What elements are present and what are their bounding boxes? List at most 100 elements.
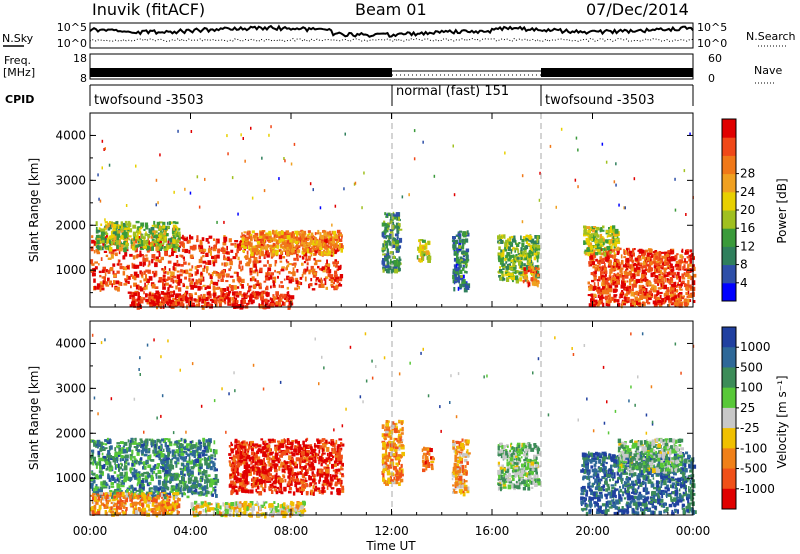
power-echo-cell [398,267,401,272]
power-echo-cell [203,299,206,304]
power-echo-cell [176,260,179,263]
power-echo-cell [611,280,614,286]
power-echo-cell [259,245,263,249]
velocity-echo-cell [135,447,139,451]
power-echo-cell [118,250,121,255]
velocity-echo-cell [176,457,180,462]
velocity-echo-cell [130,477,133,481]
velocity-echo-cell [169,450,172,454]
power-echo-cell [602,302,605,307]
power-echo-cell [254,236,258,241]
velocity-echo-cell [134,460,137,463]
power-echo-cell [143,291,145,295]
power-echo-cell [677,268,682,271]
power-echo-cell [172,233,175,237]
velocity-echo-cell [147,473,151,478]
power-echo-cell [521,266,525,271]
velocity-echo-cell [96,461,100,466]
power-echo-cell [140,271,143,277]
power-echo-cell [259,260,262,263]
velocity-echo-cell [196,463,199,466]
velocity-echo-cell [204,474,208,479]
power-echo-cell [383,235,386,239]
power-echo-cell [248,234,251,239]
power-echo-cell [238,276,241,279]
power-echo-cell [672,293,676,297]
velocity-echo-cell [199,459,202,465]
power-echo-cell [323,251,327,254]
power-echo-cell [135,264,140,269]
power-echo-cell [452,279,455,284]
power-echo-cell [183,292,186,296]
power-echo-cell [249,277,253,282]
power-echo-cell [459,264,462,268]
power-echo-cell [189,234,191,240]
power-echo-cell [618,247,622,251]
power-echo-cell [391,241,395,246]
power-echo-cell [534,283,539,286]
power-echo-cell [285,246,290,251]
power-echo-cell [91,272,96,277]
power-echo-cell [604,295,609,300]
velocity-echo-cell [165,483,168,489]
power-echo-cell [266,252,271,255]
power-echo-cell [331,244,334,247]
power-echo-cell [167,246,170,250]
velocity-echo-cell [114,452,118,457]
velocity-echo-cell [106,441,111,445]
power-echo-cell [525,234,528,238]
power-echo-cell [107,222,110,228]
power-echo-cell [238,242,242,248]
power-echo-cell [132,246,135,251]
power-echo-cell [162,268,166,273]
power-echo-cell [123,283,128,286]
power-echo-cell [108,239,112,245]
velocity-echo-cell [109,455,113,459]
power-echo-cell [131,244,134,247]
power-echo-cell [659,291,663,294]
power-echo-cell [223,220,225,224]
power-echo-cell [294,230,298,235]
power-echo-cell [652,300,657,305]
power-echo-cell [667,256,670,259]
power-echo-cell [461,245,465,250]
power-echo-cell [305,254,308,260]
power-echo-cell [456,253,458,259]
power-echo-cell [528,258,531,263]
power-echo-cell [652,287,657,293]
power-echo-cell [189,268,193,272]
power-echo-cell [516,257,520,263]
power-echo-cell [176,270,180,273]
power-echo-cell [209,250,212,256]
power-echo-cell [313,236,316,240]
power-echo-cell [202,260,207,264]
power-echo-cell [325,266,328,270]
power-echo-cell [282,301,286,306]
power-echo-cell [654,268,657,272]
velocity-echo-cell [166,460,169,465]
power-echo-cell [516,257,520,260]
power-echo-cell [228,291,231,295]
power-echo-cell [131,297,136,302]
power-echo-cell [199,245,204,249]
power-echo-cell [263,280,267,283]
power-echo-cell [607,294,610,298]
power-echo-cell [225,262,229,266]
power-echo-cell [215,238,220,244]
power-echo-cell [123,233,128,239]
power-echo-cell [511,247,514,252]
power-echo-cell [320,234,324,240]
power-echo-cell [325,276,329,279]
power-echo-cell [170,271,174,277]
power-echo-cell [240,239,243,243]
velocity-echo-cell [150,468,154,472]
power-echo-cell [685,272,689,277]
power-echo-cell [637,261,640,265]
power-echo-cell [508,236,512,241]
power-echo-cell [248,285,253,288]
power-echo-cell [253,234,257,238]
power-echo-cell [318,250,321,255]
velocity-echo-cell [106,453,108,458]
power-ytick-label: 1000 [55,263,86,277]
power-echo-cell [333,237,337,242]
